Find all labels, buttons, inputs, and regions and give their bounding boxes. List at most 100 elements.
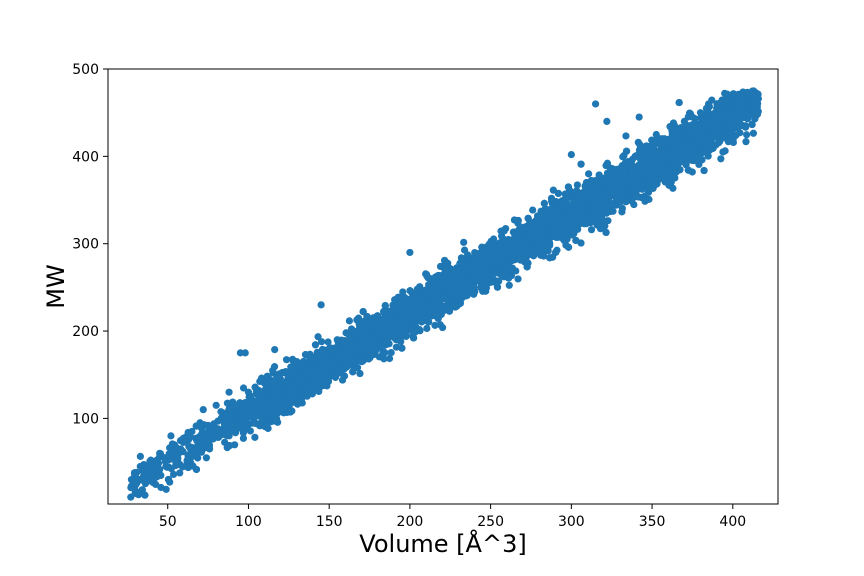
data-point xyxy=(540,199,548,208)
data-point xyxy=(385,354,394,363)
data-point xyxy=(657,157,665,165)
data-point xyxy=(163,463,171,471)
data-point xyxy=(176,469,184,477)
data-point xyxy=(548,197,556,205)
data-point xyxy=(700,166,708,175)
data-point xyxy=(717,155,725,163)
data-point xyxy=(287,363,295,371)
data-point xyxy=(700,140,708,149)
data-point xyxy=(642,176,650,184)
data-point xyxy=(582,219,590,228)
data-point xyxy=(618,204,626,212)
data-point xyxy=(239,384,248,392)
data-point xyxy=(541,205,549,213)
data-point xyxy=(356,369,364,378)
data-point xyxy=(644,183,652,192)
data-point xyxy=(349,359,357,367)
data-point xyxy=(282,356,291,364)
data-point xyxy=(535,236,543,244)
data-point xyxy=(169,448,177,456)
data-point xyxy=(162,485,170,493)
data-point xyxy=(470,290,478,298)
data-point xyxy=(359,307,367,316)
data-point xyxy=(398,317,406,325)
data-point xyxy=(451,303,459,311)
data-point xyxy=(136,452,144,461)
data-point xyxy=(576,208,584,216)
data-point xyxy=(729,138,737,147)
data-point xyxy=(748,120,756,128)
data-point xyxy=(362,346,370,354)
data-point xyxy=(662,164,670,173)
data-point xyxy=(653,168,661,176)
data-point xyxy=(239,434,248,442)
data-point xyxy=(246,399,255,407)
data-point xyxy=(733,93,742,101)
data-point xyxy=(330,370,338,378)
data-point xyxy=(354,314,363,322)
data-point xyxy=(272,380,280,388)
data-point xyxy=(460,238,468,246)
data-point xyxy=(464,286,472,294)
data-point xyxy=(258,417,266,425)
data-point xyxy=(488,272,496,280)
data-point xyxy=(694,154,703,162)
data-point xyxy=(169,470,178,478)
data-point xyxy=(742,138,750,146)
data-point xyxy=(602,228,610,237)
data-point xyxy=(251,433,259,441)
data-point xyxy=(719,148,727,156)
data-point xyxy=(548,253,557,261)
data-point xyxy=(636,141,644,149)
data-point xyxy=(399,288,407,296)
data-point xyxy=(670,134,678,142)
data-point xyxy=(428,297,436,305)
data-point xyxy=(152,480,160,489)
data-point xyxy=(562,226,570,234)
data-point xyxy=(225,405,233,413)
data-point xyxy=(441,256,449,265)
data-point xyxy=(217,408,225,416)
data-point xyxy=(431,321,439,329)
data-point xyxy=(704,152,712,160)
data-point xyxy=(508,250,516,259)
data-point xyxy=(572,236,580,245)
data-point xyxy=(416,283,424,291)
data-point xyxy=(271,345,279,354)
data-point xyxy=(349,368,357,376)
data-point xyxy=(357,320,365,329)
data-point xyxy=(464,251,472,259)
data-point xyxy=(340,372,349,380)
data-point xyxy=(130,469,139,477)
data-point xyxy=(610,173,618,181)
data-point xyxy=(314,333,322,341)
data-point xyxy=(669,165,677,173)
data-point xyxy=(409,334,418,342)
data-point xyxy=(336,353,344,361)
data-point xyxy=(749,129,758,137)
data-point xyxy=(437,262,445,271)
data-point xyxy=(316,383,324,391)
data-point xyxy=(345,317,353,325)
data-point xyxy=(620,185,628,194)
data-point xyxy=(645,195,653,203)
data-point xyxy=(202,454,210,462)
data-point xyxy=(723,90,731,98)
data-point xyxy=(440,291,448,299)
data-point xyxy=(635,146,644,154)
data-point xyxy=(214,425,222,433)
data-point xyxy=(473,262,481,270)
data-point xyxy=(255,412,263,420)
data-point xyxy=(514,216,522,225)
data-point xyxy=(423,324,431,332)
data-point xyxy=(505,281,513,289)
data-point xyxy=(706,133,714,141)
data-point xyxy=(380,355,388,363)
data-point xyxy=(544,244,552,253)
data-point xyxy=(147,462,155,471)
data-point xyxy=(564,243,573,251)
data-point xyxy=(381,301,389,310)
data-point xyxy=(296,392,304,400)
data-point xyxy=(445,307,454,315)
